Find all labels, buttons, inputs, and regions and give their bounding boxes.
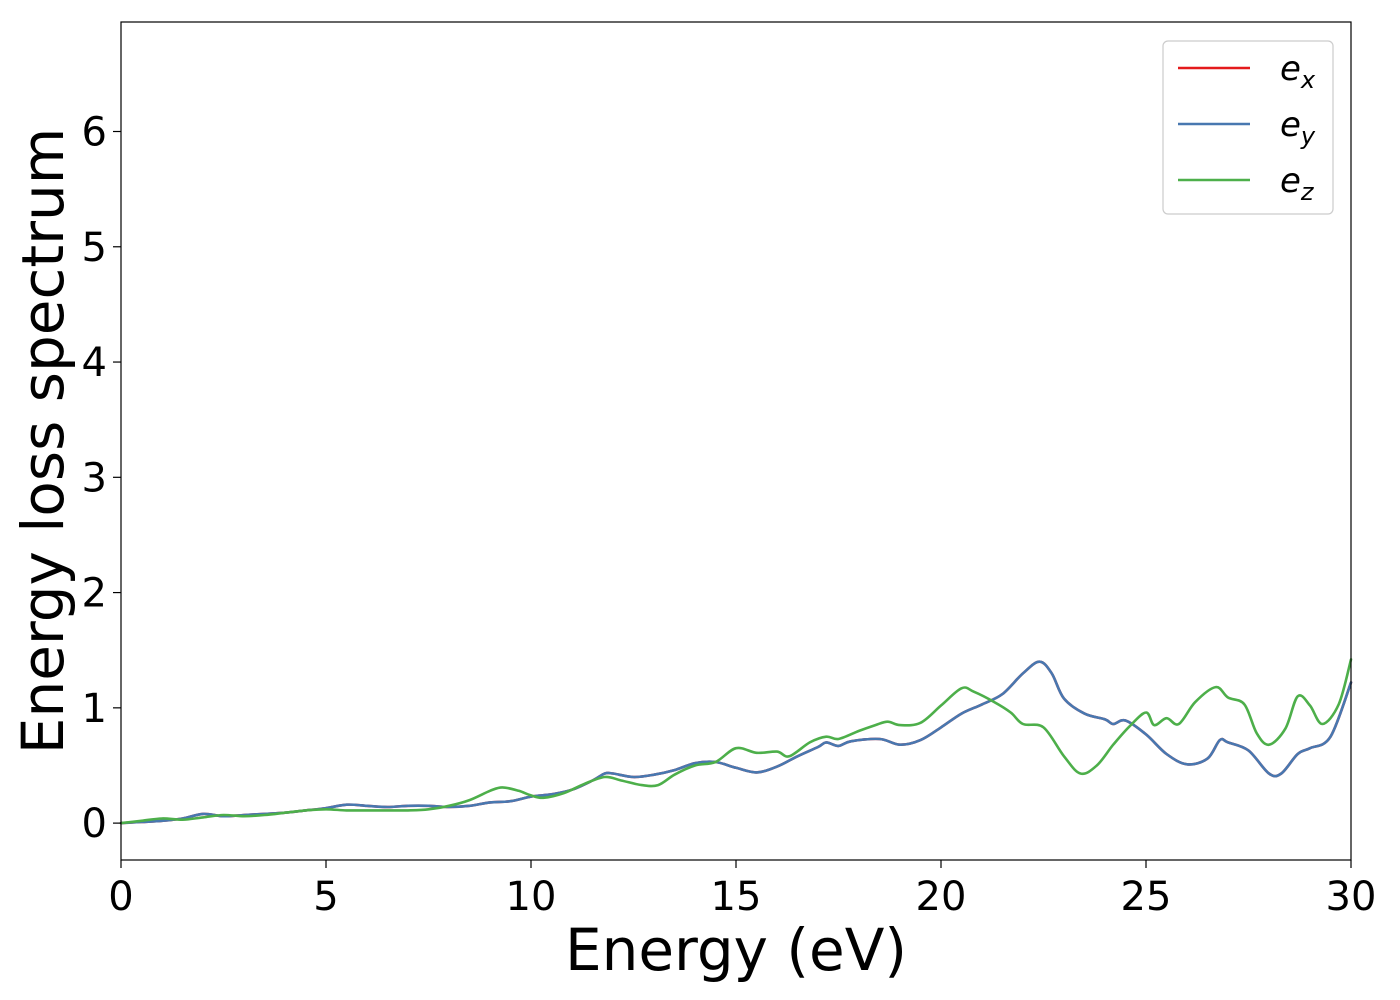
y-tick-label: 2	[82, 571, 107, 617]
y-tick-label: 1	[82, 686, 107, 732]
legend-label-ey: ey	[1280, 105, 1316, 150]
y-tick-label: 5	[82, 225, 107, 271]
x-tick-label: 15	[711, 874, 762, 920]
y-axis-label: Energy loss spectrum	[9, 128, 77, 754]
y-tick-label: 3	[82, 455, 107, 501]
x-tick-label: 5	[313, 874, 338, 920]
x-axis-label: Energy (eV)	[565, 916, 907, 984]
x-tick-label: 10	[506, 874, 557, 920]
x-tick-label: 30	[1326, 874, 1377, 920]
y-tick-label: 0	[82, 801, 107, 847]
legend-label-ez: ez	[1280, 161, 1315, 206]
series-line-ey	[119, 660, 1353, 825]
plot-lines	[119, 658, 1353, 825]
x-tick-label: 0	[108, 874, 133, 920]
legend-label-ex: ex	[1280, 49, 1316, 94]
legend: ex ey ez	[1162, 40, 1334, 215]
x-tick-label: 25	[1121, 874, 1172, 920]
x-tick-label: 20	[916, 874, 967, 920]
y-tick-label: 4	[82, 340, 107, 386]
y-axis-ticks: 0 1 2 3 4 5 6	[82, 110, 121, 847]
y-tick-label: 6	[82, 110, 107, 156]
series-line-ez	[119, 658, 1353, 825]
x-axis-ticks: 0 5 10 15 20 25 30	[108, 860, 1376, 920]
legend-frame	[1162, 40, 1334, 215]
